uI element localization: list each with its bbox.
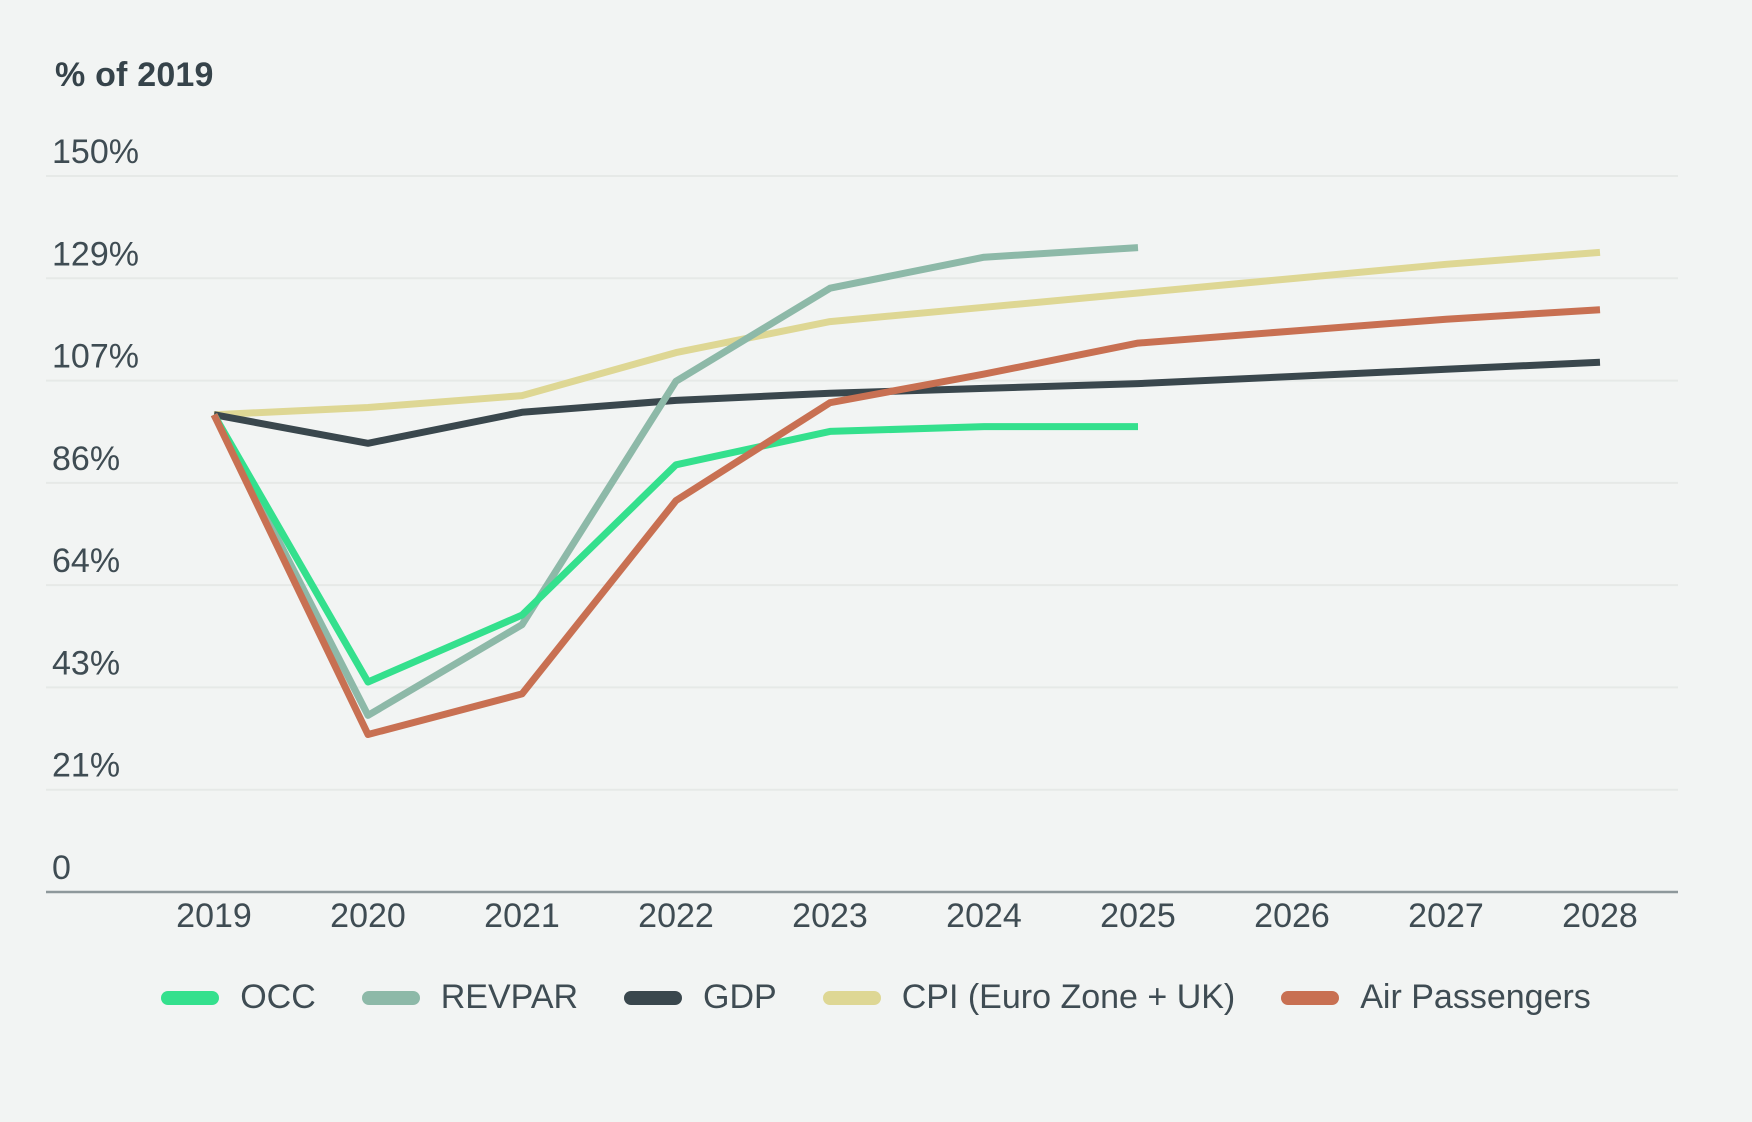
legend-label: OCC xyxy=(240,978,316,1016)
legend-item-gdp: GDP xyxy=(624,978,777,1017)
line-revpar xyxy=(210,244,1139,719)
x-axis-label: 2019 xyxy=(176,897,252,935)
legend-item-revpar: REVPAR xyxy=(361,978,579,1017)
y-axis-label: 107% xyxy=(52,338,139,376)
x-axis-label: 2022 xyxy=(638,897,714,935)
legend-label: REVPAR xyxy=(440,978,579,1016)
legend-swatch-occ xyxy=(161,990,220,1005)
legend-item-occ: OCC xyxy=(161,978,316,1017)
y-axis-label: 150% xyxy=(52,133,139,171)
x-axis-label: 2025 xyxy=(1100,897,1176,935)
line-occ xyxy=(210,412,1138,686)
y-axis-label: 21% xyxy=(52,747,120,785)
x-axis-label: 2028 xyxy=(1562,897,1638,935)
x-axis-label: 2020 xyxy=(330,897,406,935)
legend-label: CPI (Euro Zone + UK) xyxy=(901,978,1236,1016)
legend-label: Air Passengers xyxy=(1360,978,1591,1016)
chart-title: % of 2019 xyxy=(55,56,214,94)
y-axis-label: 86% xyxy=(52,440,120,478)
legend-item-cpi-euro-zone-uk: CPI (Euro Zone + UK) xyxy=(822,978,1236,1017)
line-air-passengers xyxy=(210,306,1601,738)
x-axis-label: 2021 xyxy=(484,897,560,935)
legend-item-air-passengers: Air Passengers xyxy=(1281,978,1591,1017)
x-axis-label: 2023 xyxy=(792,897,868,935)
y-axis-label: 64% xyxy=(52,542,120,580)
x-axis-label: 2027 xyxy=(1408,897,1484,935)
x-axis-label: 2026 xyxy=(1254,897,1330,935)
legend-label: GDP xyxy=(703,978,777,1016)
chart-legend: OCC REVPAR GDP CPI (Euro Zone + UK) Air Pass… xyxy=(0,978,1752,1017)
x-axis-label: 2024 xyxy=(946,897,1022,935)
legend-swatch-revpar xyxy=(361,990,420,1005)
legend-swatch-air-passengers xyxy=(1281,990,1340,1005)
y-axis-label: 43% xyxy=(52,644,120,682)
y-axis-label: 0 xyxy=(52,849,71,887)
line-cpi-euro-zone-uk xyxy=(213,248,1601,419)
legend-swatch-cpi-euro-zone-uk xyxy=(822,990,881,1005)
legend-swatch-gdp xyxy=(624,990,683,1005)
y-axis-label: 129% xyxy=(52,235,139,273)
